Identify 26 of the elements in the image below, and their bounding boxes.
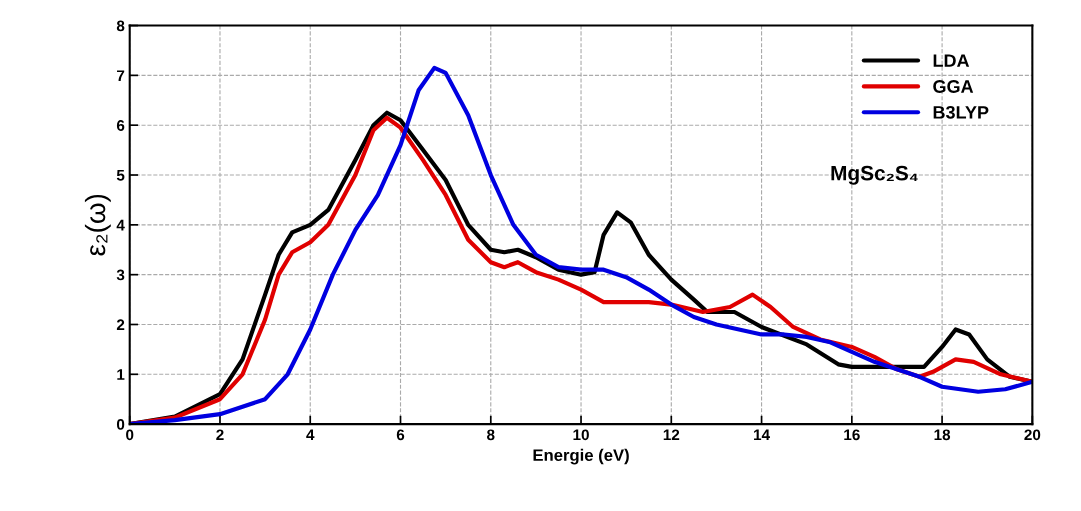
y-tick-label: 7 bbox=[117, 70, 125, 81]
legend-label: GGA bbox=[933, 80, 974, 93]
x-tick-label: 8 bbox=[487, 429, 495, 441]
annotation: MgSc₂S₄ bbox=[831, 165, 918, 185]
y-tick-label: 8 bbox=[116, 20, 125, 32]
x-tick-label: 4 bbox=[306, 429, 315, 441]
x-tick-label: 2 bbox=[216, 429, 224, 441]
y-tick-label: 5 bbox=[116, 170, 125, 181]
x-tick-label: 10 bbox=[573, 429, 589, 441]
y-tick-label: 0 bbox=[116, 419, 125, 430]
x-tick-label: 14 bbox=[754, 429, 770, 441]
y-tick-label: 3 bbox=[116, 269, 125, 281]
legend-label: LDA bbox=[933, 54, 970, 67]
x-tick-label: 6 bbox=[396, 429, 405, 441]
y-tick-label: 6 bbox=[116, 120, 125, 131]
x-tick-label: 18 bbox=[934, 429, 951, 441]
x-tick-label: 12 bbox=[663, 429, 680, 441]
y-tick-label: 4 bbox=[116, 219, 125, 231]
x-tick-label: 16 bbox=[844, 429, 860, 441]
y-axis-title: ε₂(ω) bbox=[84, 194, 111, 256]
x-axis-title: Energie (eV) bbox=[533, 448, 629, 465]
x-tick-label: 0 bbox=[126, 429, 134, 441]
x-tick-label: 20 bbox=[1024, 429, 1041, 441]
y-tick-label: 1 bbox=[117, 369, 125, 380]
legend-label: B3LYP bbox=[933, 105, 989, 119]
y-tick-label: 2 bbox=[116, 319, 125, 331]
